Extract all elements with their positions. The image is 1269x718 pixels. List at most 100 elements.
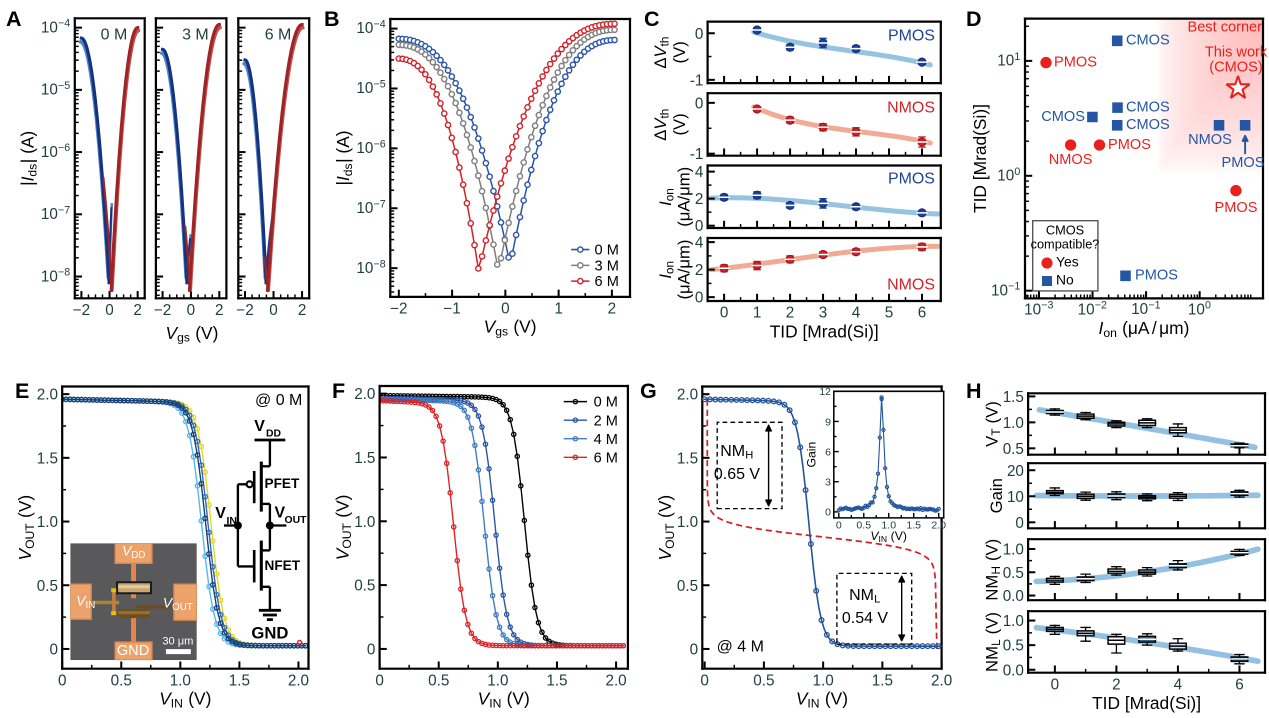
svg-text:0: 0 (695, 218, 703, 235)
svg-text:H: H (966, 379, 982, 403)
svg-text:GND: GND (117, 643, 149, 659)
svg-text:0 M: 0 M (101, 27, 128, 44)
svg-text:V D D: V D D (122, 536, 145, 563)
svg-text:-1: -1 (690, 146, 704, 163)
svg-text:I o n: I o n (651, 188, 679, 206)
svg-text:5: 5 (885, 305, 894, 322)
svg-text:0.5: 0.5 (856, 519, 871, 531)
svg-text:1.5: 1.5 (546, 672, 567, 689)
svg-text:0 M: 0 M (594, 395, 618, 411)
svg-text:E: E (15, 379, 29, 403)
svg-text:2: 2 (133, 302, 142, 319)
svg-text:0.65 V: 0.65 V (714, 466, 761, 483)
svg-text:-1: -1 (690, 72, 704, 89)
svg-text:−2: −2 (154, 302, 171, 319)
svg-text:CMOS: CMOS (1126, 33, 1170, 49)
svg-text:( μ A /: ( μ A / μ m ) (670, 239, 695, 300)
svg-text:−2: −2 (236, 302, 253, 319)
svg-text:2: 2 (298, 302, 307, 319)
svg-text:1.5: 1.5 (677, 450, 698, 467)
svg-text:0.5: 0.5 (428, 672, 449, 689)
svg-text:1 0 −: 1 0 − 1 (991, 270, 1021, 301)
svg-text:Best corner: Best corner (1187, 20, 1262, 36)
svg-text:20: 20 (1007, 463, 1024, 480)
svg-text:−1: −1 (443, 301, 460, 318)
svg-text:0: 0 (695, 95, 703, 112)
svg-text:TID [Mrad(Si)]: TID [Mrad(Si)] (770, 322, 879, 342)
svg-text:@ 4 M: @ 4 M (717, 639, 764, 656)
svg-text:No: No (1056, 272, 1074, 288)
svg-text:1.5: 1.5 (354, 450, 375, 467)
svg-text:N M (: N M ( V ) H (977, 533, 1003, 601)
svg-text:V O U T: V O U T (163, 588, 193, 615)
svg-text:6 M: 6 M (594, 450, 618, 466)
svg-text:2.0: 2.0 (677, 387, 698, 404)
svg-text:2.0: 2.0 (605, 672, 626, 689)
svg-text:| | (: | | ( A ) I d s (329, 124, 357, 185)
svg-text:2 M: 2 M (594, 413, 618, 429)
svg-text:1.5: 1.5 (872, 672, 893, 689)
svg-text:−2: −2 (390, 301, 407, 318)
svg-text:1.5: 1.5 (906, 519, 921, 531)
svg-text:1 0 −: 1 0 − 3 (1024, 289, 1054, 320)
svg-text:1.5: 1.5 (37, 450, 58, 467)
svg-text:0.0: 0.0 (1003, 662, 1024, 679)
svg-text:0: 0 (720, 305, 729, 322)
svg-text:1 0 −: 1 0 − 4 (356, 8, 386, 39)
svg-text:Gain: Gain (987, 478, 1006, 513)
svg-text:2.0: 2.0 (288, 672, 309, 689)
svg-text:1.0: 1.0 (37, 514, 58, 531)
svg-text:PMOS: PMOS (1108, 137, 1151, 153)
svg-text:0: 0 (58, 672, 67, 689)
svg-text:1.0: 1.0 (170, 672, 191, 689)
svg-text:0: 0 (825, 507, 831, 519)
svg-text:N M L: N M L (849, 580, 880, 606)
svg-text:V I N: V I N ( V ) (159, 685, 212, 713)
svg-text:2.0: 2.0 (37, 387, 58, 404)
svg-text:V: V (254, 418, 265, 435)
svg-text:1 0 −: 1 0 − 1 (1131, 288, 1161, 319)
svg-text:DD: DD (266, 429, 282, 440)
svg-text:0: 0 (690, 641, 699, 658)
svg-text:1.0: 1.0 (813, 672, 834, 689)
svg-text:1.5: 1.5 (1003, 389, 1024, 406)
svg-text:PMOS: PMOS (888, 28, 935, 45)
svg-text:0: 0 (1051, 676, 1060, 693)
svg-text:0.5: 0.5 (111, 672, 132, 689)
svg-text:0: 0 (836, 519, 842, 531)
svg-text:PMOS: PMOS (888, 170, 935, 187)
svg-text:V O U T: V O U T ( V ) (651, 494, 679, 560)
svg-text:0: 0 (367, 641, 376, 658)
svg-text:(V): (V) (670, 41, 689, 63)
svg-text:2.0: 2.0 (354, 386, 375, 403)
svg-text:| | (: | | ( A ) I d s (13, 125, 41, 186)
svg-text:0: 0 (269, 302, 278, 319)
svg-text:4: 4 (852, 305, 861, 322)
svg-text:2.0: 2.0 (931, 672, 952, 689)
svg-text:1 0 −: 1 0 − 5 (356, 67, 386, 98)
svg-text:3: 3 (819, 305, 828, 322)
svg-text:V I N: V I N ( V ) (870, 520, 909, 547)
svg-text:V g s: V g s ( V ) (484, 313, 537, 341)
svg-text:Δ V t h: Δ V t h (646, 109, 674, 141)
svg-text:(V): (V) (670, 113, 689, 135)
svg-text:(CMOS): (CMOS) (1209, 59, 1262, 75)
svg-text:2: 2 (608, 301, 617, 318)
svg-text:6 M: 6 M (265, 27, 292, 44)
svg-text:0.5: 0.5 (37, 578, 58, 595)
svg-text:V O U T: V O U T ( V ) (11, 494, 39, 560)
svg-text:12: 12 (819, 386, 831, 398)
svg-text:C: C (644, 7, 660, 31)
svg-text:CMOS: CMOS (1126, 117, 1170, 133)
svg-text:3 M: 3 M (182, 27, 209, 44)
svg-text:V I N: V I N ( V ) (478, 685, 531, 713)
svg-text:1 0 0: 1 0 0 (997, 161, 1020, 186)
svg-text:6: 6 (918, 305, 927, 322)
svg-text:1 0 −: 1 0 − 8 (41, 256, 71, 287)
svg-text:1.0: 1.0 (677, 514, 698, 531)
svg-text:( μ A /: ( μ A / μ m ) (670, 166, 695, 227)
svg-text:Δ V t h: Δ V t h (646, 37, 674, 69)
svg-text:PFET: PFET (265, 476, 300, 491)
svg-text:0.5: 0.5 (753, 672, 774, 689)
svg-text:Gain: Gain (804, 442, 818, 468)
